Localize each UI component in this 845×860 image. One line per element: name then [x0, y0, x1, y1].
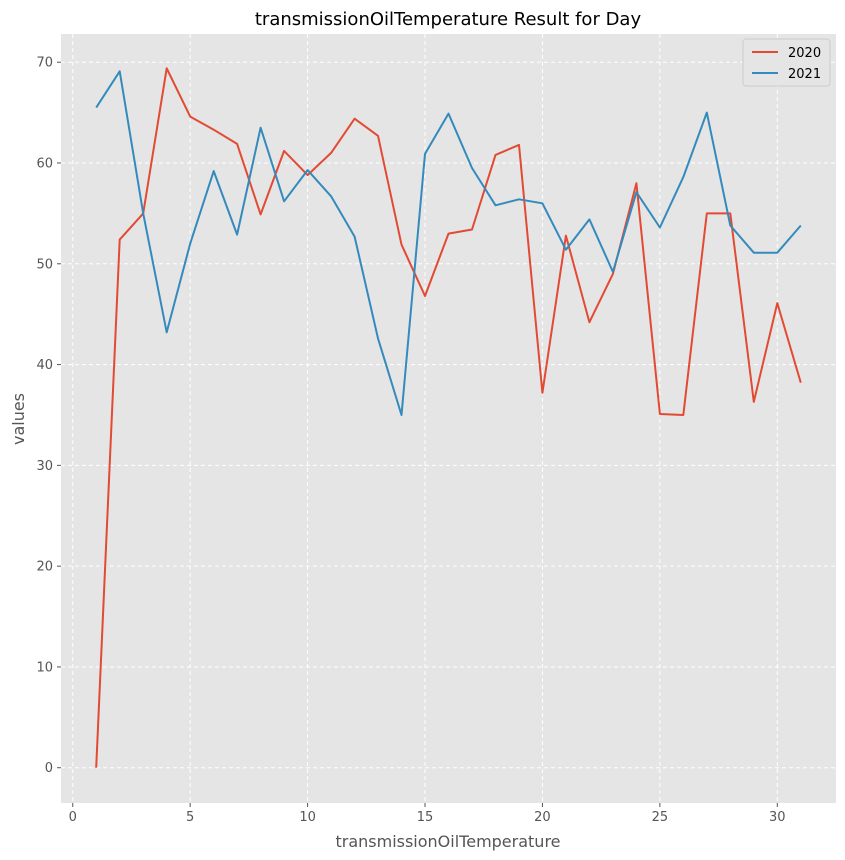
data-point-2020	[283, 150, 285, 152]
data-point-2020	[588, 321, 590, 323]
data-point-2020	[448, 233, 450, 235]
y-tick-label: 10	[36, 660, 53, 675]
data-point-2020	[518, 144, 520, 146]
data-point-2020	[776, 302, 778, 304]
legend-label-2020: 2020	[788, 46, 821, 61]
data-point-2021	[588, 218, 590, 220]
data-point-2021	[518, 198, 520, 200]
x-tick-label: 20	[534, 810, 551, 825]
data-point-2021	[776, 252, 778, 254]
y-axis-label: values	[9, 393, 28, 445]
x-tick-label: 25	[652, 810, 669, 825]
legend-label-2021: 2021	[788, 67, 821, 82]
chart-title: transmissionOilTemperature Result for Da…	[255, 9, 642, 30]
x-tick-label: 15	[417, 810, 434, 825]
data-point-2021	[729, 225, 731, 227]
x-axis-label: transmissionOilTemperature	[335, 832, 560, 851]
y-tick-label: 50	[36, 257, 53, 272]
data-point-2020	[377, 135, 379, 137]
data-point-2020	[753, 401, 755, 403]
data-point-2020	[706, 212, 708, 214]
data-point-2021	[471, 167, 473, 169]
data-point-2021	[424, 153, 426, 155]
data-point-2021	[541, 202, 543, 204]
data-point-2021	[119, 70, 121, 72]
data-point-2020	[659, 413, 661, 415]
data-point-2021	[448, 113, 450, 115]
x-axis-ticks: 0 5 10 15 20 25 30	[69, 803, 786, 825]
data-point-2021	[800, 225, 802, 227]
data-point-2020	[307, 174, 309, 176]
series-line-2020	[95, 67, 802, 768]
data-point-2021	[189, 243, 191, 245]
data-point-2020	[635, 182, 637, 184]
data-point-2021	[213, 170, 215, 172]
data-point-2021	[260, 127, 262, 129]
data-point-2020	[471, 229, 473, 231]
legend: 2020 2021	[742, 38, 831, 87]
data-point-2021	[495, 204, 497, 206]
data-point-2020	[800, 382, 802, 384]
series-lines	[95, 67, 802, 768]
data-point-2021	[612, 271, 614, 273]
data-point-2020	[213, 129, 215, 131]
data-point-2020	[401, 244, 403, 246]
data-point-2020	[330, 152, 332, 154]
y-tick-label: 40	[36, 358, 53, 373]
y-tick-label: 0	[45, 761, 53, 776]
data-point-2020	[354, 118, 356, 120]
data-point-2020	[541, 392, 543, 394]
y-axis-ticks: 0 10 20 30 40 50 60 70	[36, 56, 61, 776]
x-tick-label: 5	[186, 810, 194, 825]
data-point-2020	[424, 295, 426, 297]
data-point-2021	[706, 112, 708, 114]
data-point-2021	[166, 331, 168, 333]
y-tick-label: 20	[36, 560, 53, 575]
data-point-2021	[659, 227, 661, 229]
y-tick-label: 60	[36, 157, 53, 172]
data-point-2021	[236, 234, 238, 236]
data-point-2020	[119, 239, 121, 241]
data-point-2021	[377, 337, 379, 339]
data-point-2021	[330, 195, 332, 197]
legend-box	[742, 38, 831, 87]
data-point-2021	[401, 414, 403, 416]
data-point-2021	[354, 236, 356, 238]
data-point-2021	[753, 252, 755, 254]
data-point-2020	[236, 143, 238, 145]
plot-area	[61, 34, 836, 803]
data-point-2020	[189, 116, 191, 118]
data-point-2020	[729, 212, 731, 214]
data-point-2021	[635, 191, 637, 193]
series-line-2021	[95, 70, 802, 416]
data-point-2021	[565, 249, 567, 251]
data-point-2021	[307, 169, 309, 171]
data-point-2020	[612, 273, 614, 275]
data-point-2020	[682, 414, 684, 416]
y-tick-label: 70	[36, 56, 53, 71]
x-tick-label: 30	[769, 810, 786, 825]
x-tick-label: 0	[69, 810, 77, 825]
y-tick-label: 30	[36, 459, 53, 474]
x-tick-label: 10	[299, 810, 316, 825]
data-point-2021	[283, 200, 285, 202]
data-point-2020	[95, 767, 97, 769]
data-point-2020	[166, 67, 168, 69]
data-point-2020	[565, 235, 567, 237]
data-point-2020	[260, 213, 262, 215]
data-point-2020	[495, 154, 497, 156]
data-point-2021	[95, 107, 97, 109]
data-point-2021	[142, 212, 144, 214]
data-point-2021	[682, 176, 684, 178]
